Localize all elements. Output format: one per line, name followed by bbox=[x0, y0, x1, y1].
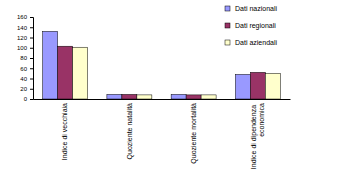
bar bbox=[201, 95, 216, 99]
y-tick-mark bbox=[30, 89, 33, 90]
plot: 0 20 40 60 80 100 120 140 160 Indice di vecchiaia… bbox=[17, 14, 291, 169]
x-tick-label: Quoziente mortalità bbox=[190, 103, 198, 164]
y-tick: 140 bbox=[17, 25, 33, 31]
y-tick-label: 100 bbox=[17, 45, 28, 51]
y-axis-line bbox=[30, 18, 34, 100]
x-tick: Indice di dipendenza economica bbox=[250, 99, 264, 169]
bar bbox=[122, 94, 137, 99]
bar-series bbox=[58, 46, 266, 99]
bar bbox=[58, 46, 73, 99]
y-tick-mark bbox=[30, 48, 33, 49]
y-tick: 80 bbox=[20, 55, 33, 61]
y-tick-mark bbox=[30, 68, 33, 69]
y-tick: 60 bbox=[20, 66, 33, 72]
bars bbox=[43, 31, 281, 99]
bar bbox=[43, 31, 58, 99]
y-tick-mark bbox=[30, 79, 33, 80]
legend-label: Dati regionali bbox=[235, 22, 276, 30]
bar bbox=[186, 95, 201, 99]
y-tick: 120 bbox=[17, 35, 33, 41]
bar bbox=[107, 94, 122, 99]
x-axis-line bbox=[34, 99, 291, 100]
legend-swatch bbox=[225, 6, 230, 11]
chart: 0 20 40 60 80 100 120 140 160 Indice di vecchiaia… bbox=[0, 0, 347, 196]
y-tick-label: 160 bbox=[17, 14, 28, 20]
legend-swatch bbox=[225, 40, 230, 45]
legend-item: Dati nazionali bbox=[225, 5, 277, 12]
legend-label: Dati nazionali bbox=[235, 5, 277, 12]
bar bbox=[73, 47, 88, 99]
bar bbox=[137, 95, 152, 99]
y-tick-label: 60 bbox=[20, 66, 27, 72]
y-tick-mark bbox=[30, 17, 33, 18]
bar bbox=[265, 73, 280, 99]
y-tick-label: 20 bbox=[20, 86, 27, 92]
x-axis: Indice di vecchiaia Quoziente natalità Quo… bbox=[34, 99, 291, 169]
y-tick-label: 0 bbox=[24, 96, 28, 102]
x-tick: Indice di vecchiaia bbox=[61, 99, 68, 160]
y-axis: 0 20 40 60 80 100 120 140 160 bbox=[17, 14, 34, 102]
x-tick-label: Indice di dipendenza economica bbox=[250, 103, 264, 169]
legend-item: Dati regionali bbox=[225, 22, 276, 30]
legend-label: Dati aziendali bbox=[235, 39, 277, 46]
y-tick: 160 bbox=[17, 14, 33, 20]
x-tick-label: Quoziente natalità bbox=[126, 103, 134, 160]
y-tick-label: 80 bbox=[20, 55, 27, 61]
bar-series bbox=[43, 31, 251, 99]
legend: Dati nazionali Dati regionali Dati azienda… bbox=[225, 5, 277, 46]
y-tick-label: 40 bbox=[20, 76, 27, 82]
x-tick-label: Indice di vecchiaia bbox=[61, 103, 68, 160]
y-tick: 20 bbox=[20, 86, 33, 92]
legend-item: Dati aziendali bbox=[225, 39, 277, 46]
y-tick-mark bbox=[30, 38, 33, 39]
y-tick-mark bbox=[30, 58, 33, 59]
y-tick-label: 140 bbox=[17, 25, 28, 31]
bar bbox=[235, 74, 250, 99]
y-tick-label: 120 bbox=[17, 35, 28, 41]
legend-swatch bbox=[225, 23, 230, 28]
bar bbox=[171, 94, 186, 99]
y-tick: 100 bbox=[17, 45, 33, 51]
y-tick: 40 bbox=[20, 76, 33, 82]
bar-series bbox=[73, 47, 281, 99]
y-tick: 0 bbox=[24, 96, 33, 102]
x-tick: Quoziente mortalità bbox=[190, 99, 198, 164]
y-tick-mark bbox=[30, 99, 33, 100]
bar bbox=[250, 72, 265, 99]
y-tick-mark bbox=[30, 27, 33, 28]
x-tick: Quoziente natalità bbox=[126, 99, 134, 159]
